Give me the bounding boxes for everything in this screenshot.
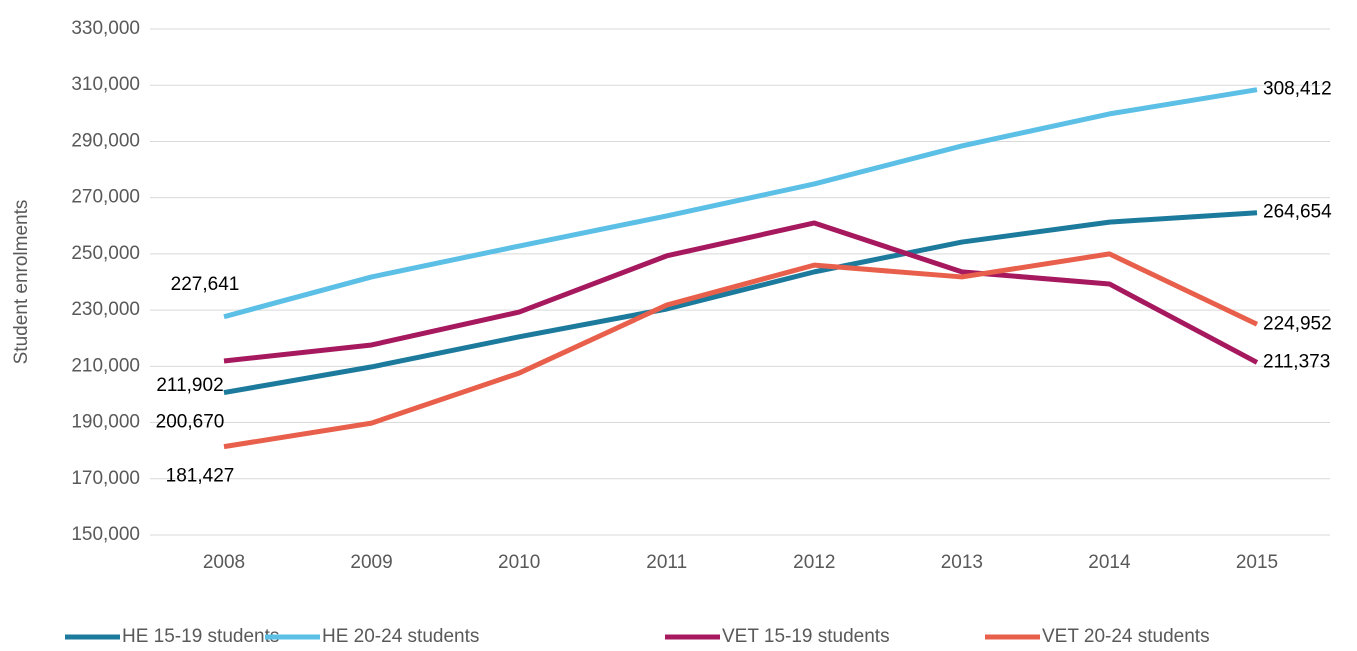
x-tick-label: 2011 bbox=[646, 552, 687, 573]
data-label: 308,412 bbox=[1263, 79, 1332, 100]
data-label: 181,427 bbox=[166, 466, 235, 487]
x-tick-label: 2008 bbox=[203, 552, 245, 573]
y-tick-label: 250,000 bbox=[71, 243, 140, 264]
y-tick-label: 290,000 bbox=[71, 130, 140, 151]
series-line bbox=[223, 87, 1258, 320]
y-tick-label: 330,000 bbox=[71, 18, 140, 39]
data-label: 224,952 bbox=[1263, 313, 1332, 334]
data-label: 227,641 bbox=[171, 274, 240, 295]
y-tick-label: 230,000 bbox=[71, 299, 140, 320]
x-tick-label: 2010 bbox=[498, 552, 540, 573]
y-tick-label: 170,000 bbox=[71, 468, 140, 489]
x-tick-label: 2013 bbox=[941, 552, 983, 573]
data-label: 200,670 bbox=[156, 412, 225, 433]
x-tick-label: 2014 bbox=[1088, 552, 1131, 573]
series-line bbox=[223, 210, 1258, 396]
x-tick-label: 2012 bbox=[793, 552, 835, 573]
data-label: 211,902 bbox=[156, 375, 223, 396]
data-label: 211,373 bbox=[1263, 351, 1330, 372]
y-tick-label: 190,000 bbox=[71, 412, 140, 433]
y-tick-label: 270,000 bbox=[71, 187, 140, 208]
x-tick-label: 2009 bbox=[350, 552, 392, 573]
y-tick-label: 310,000 bbox=[71, 74, 140, 95]
legend-label: VET 20-24 students bbox=[1042, 626, 1210, 647]
y-axis-label: Student enrolments bbox=[11, 200, 32, 365]
legend-label: HE 15-19 students bbox=[122, 626, 279, 647]
series-line bbox=[223, 251, 1259, 450]
y-tick-label: 210,000 bbox=[71, 355, 140, 376]
legend-label: HE 20-24 students bbox=[322, 626, 479, 647]
series-line bbox=[223, 220, 1259, 365]
data-label: 264,654 bbox=[1263, 202, 1332, 223]
y-tick-label: 150,000 bbox=[71, 524, 140, 545]
x-tick-label: 2015 bbox=[1236, 552, 1278, 573]
legend-label: VET 15-19 students bbox=[722, 626, 890, 647]
